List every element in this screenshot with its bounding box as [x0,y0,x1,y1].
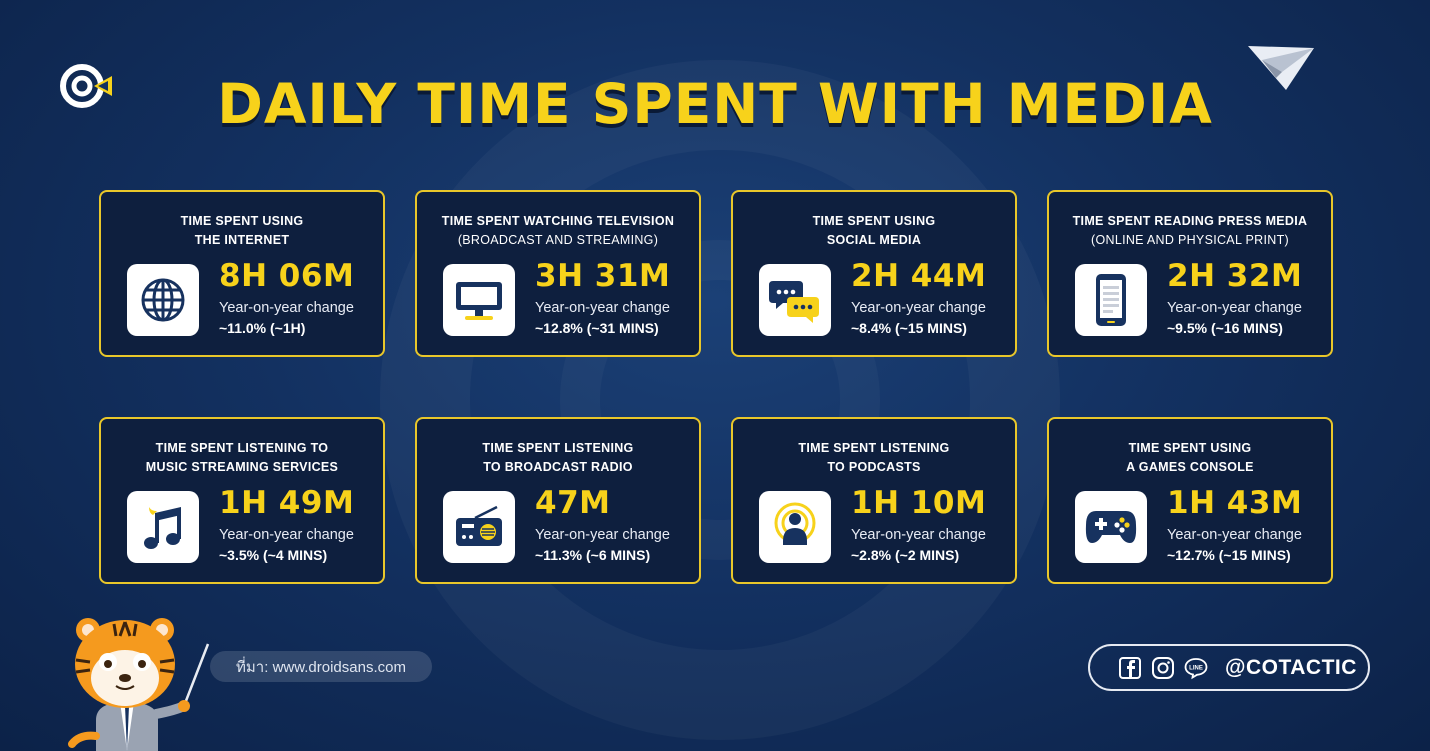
time-value: 3H 31M [535,258,671,294]
yoy-label: Year-on-year change [1167,527,1302,543]
yoy-value: ~3.5% (~4 MINS) [219,547,328,563]
card-heading: TIME SPENT LISTENING TO PODCASTS [798,441,950,474]
card-broadcast-radio: TIME SPENT LISTENING TO BROADCAST RADIO … [415,417,701,584]
instagram-icon[interactable] [1151,656,1175,680]
yoy-label: Year-on-year change [1167,300,1302,316]
yoy-label: Year-on-year change [535,300,670,316]
yoy-label: Year-on-year change [219,300,354,316]
yoy-value: ~9.5% (~16 MINS) [1167,320,1283,336]
yoy-label: Year-on-year change [851,527,986,543]
card-heading: TIME SPENT USING THE INTERNET [180,214,304,247]
card-heading: TIME SPENT WATCHING TELEVISION (BROADCAS… [441,214,675,247]
line-icon[interactable]: LINE [1184,656,1208,680]
card-heading: TIME SPENT USING SOCIAL MEDIA [812,214,936,247]
time-value: 47M [535,485,611,521]
card-social-media: TIME SPENT USING SOCIAL MEDIA 2H 44M Yea… [731,190,1017,357]
radio-icon [443,491,515,563]
tiger-mascot-icon [68,618,210,751]
yoy-value: ~11.3% (~6 MINS) [535,547,651,563]
globe-icon [127,264,199,336]
cotactic-logo-icon [60,64,112,108]
line-text: LINE [1189,665,1203,671]
card-internet: TIME SPENT USING THE INTERNET 8H 06M Yea… [99,190,385,357]
page-title: DAILY TIME SPENT WITH MEDIA [217,72,1213,136]
card-music-streaming: TIME SPENT LISTENING TO MUSIC STREAMING … [99,417,385,584]
phone-icon [1075,264,1147,336]
time-value: 8H 06M [219,258,355,294]
gamepad-icon [1075,491,1147,563]
card-games-console: TIME SPENT USING A GAMES CONSOLE 1H 43M … [1047,417,1333,584]
time-value: 2H 44M [851,258,987,294]
paper-plane-icon [1248,46,1314,90]
social-bar: LINE @COTACTIC [1088,644,1370,691]
tv-icon [443,264,515,336]
social-handle[interactable]: @COTACTIC [1225,655,1357,679]
yoy-label: Year-on-year change [219,527,354,543]
card-television: TIME SPENT WATCHING TELEVISION (BROADCAS… [415,190,701,357]
card-press-media: TIME SPENT READING PRESS MEDIA (ONLINE A… [1047,190,1333,357]
yoy-value: ~8.4% (~15 MINS) [851,320,967,336]
chat-bubbles-icon [759,264,831,336]
yoy-value: ~2.8% (~2 MINS) [851,547,960,563]
card-podcasts: TIME SPENT LISTENING TO PODCASTS 1H 10M … [731,417,1017,584]
yoy-label: Year-on-year change [535,527,670,543]
yoy-value: ~12.7% (~15 MINS) [1167,547,1291,563]
yoy-value: ~12.8% (~31 MINS) [535,320,659,336]
card-heading: TIME SPENT READING PRESS MEDIA (ONLINE A… [1072,214,1308,247]
time-value: 1H 43M [1167,485,1303,521]
podcast-icon [759,491,831,563]
time-value: 1H 49M [219,485,355,521]
card-heading: TIME SPENT USING A GAMES CONSOLE [1126,441,1254,474]
yoy-label: Year-on-year change [851,300,986,316]
music-note-icon [127,491,199,563]
time-value: 2H 32M [1167,258,1303,294]
facebook-icon[interactable] [1118,656,1142,680]
yoy-value: ~11.0% (~1H) [219,320,306,336]
card-heading: TIME SPENT LISTENING TO MUSIC STREAMING … [145,441,339,474]
time-value: 1H 10M [851,485,987,521]
source-label: ที่มา: www.droidsans.com [210,651,432,682]
card-heading: TIME SPENT LISTENING TO BROADCAST RADIO [482,441,634,474]
